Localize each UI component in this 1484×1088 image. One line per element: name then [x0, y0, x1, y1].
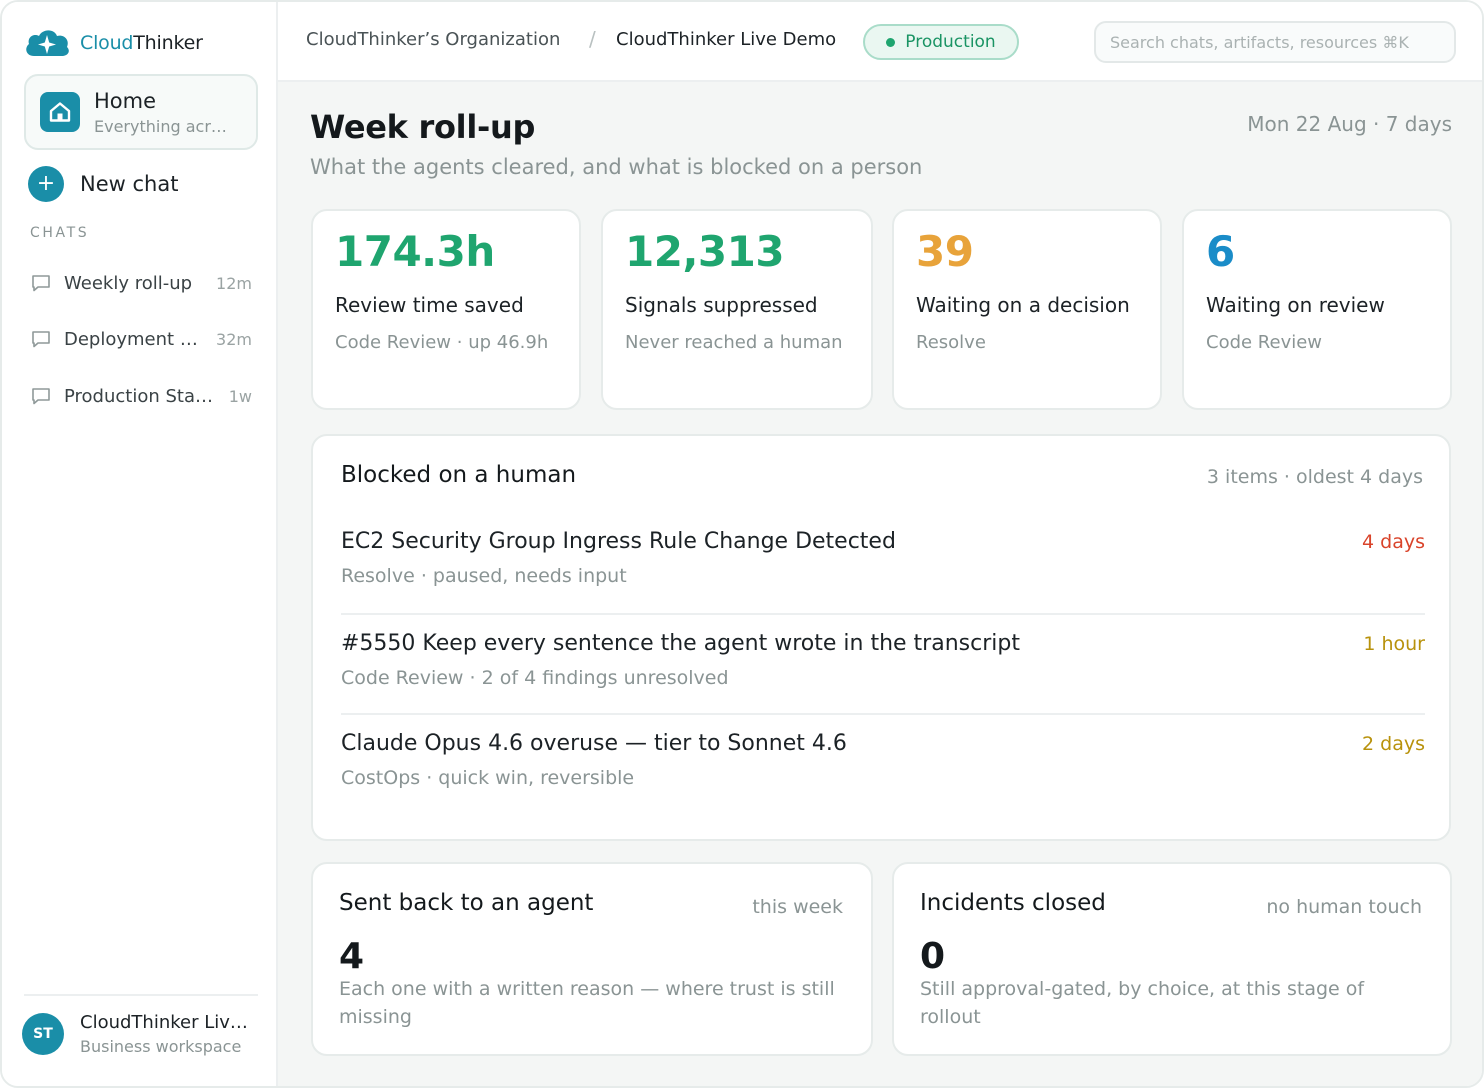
- blocked-item-sub: CostOps · quick win, reversible: [341, 767, 635, 789]
- chat-item-weekly-roll-up[interactable]: Weekly roll-up 12m: [30, 268, 252, 298]
- blocked-item-age: 2 days: [1362, 733, 1425, 755]
- sidebar-item-home[interactable]: Home Everything acr…: [24, 74, 258, 150]
- chats-heading: CHATS: [30, 225, 90, 241]
- home-icon: [40, 92, 80, 132]
- blocked-item-title: EC2 Security Group Ingress Rule Change D…: [341, 529, 896, 554]
- workspace-switcher[interactable]: ST CloudThinker Liv… Business workspace: [22, 1012, 256, 1056]
- environment-label: Production: [905, 32, 996, 52]
- stat-label: Signals suppressed: [625, 293, 818, 318]
- sent-back-description: Each one with a written reason — where t…: [339, 978, 835, 1028]
- stat-value: 12,313: [625, 227, 785, 276]
- blocked-item[interactable]: Claude Opus 4.6 overuse — tier to Sonnet…: [341, 731, 1425, 831]
- home-subtitle: Everything acr…: [94, 116, 227, 136]
- chat-item-label: Deployment …: [64, 328, 198, 350]
- incidents-title: Incidents closed: [920, 890, 1106, 916]
- blocked-item[interactable]: EC2 Security Group Ingress Rule Change D…: [341, 529, 1425, 629]
- blocked-item-sub: Resolve · paused, needs input: [341, 565, 627, 587]
- page-date-range: Mon 22 Aug · 7 days: [1247, 112, 1452, 136]
- sidebar: CloudThinker Home Everything acr… + New …: [2, 2, 278, 1086]
- blocked-on-human-card: Blocked on a human 3 items · oldest 4 da…: [311, 434, 1451, 841]
- chat-bubble-icon: [30, 328, 52, 350]
- main-content: Week roll-up Mon 22 Aug · 7 days What th…: [278, 82, 1482, 1086]
- blocked-item-sub: Code Review · 2 of 4 findings unresolved: [341, 667, 729, 689]
- stat-card-waiting-review[interactable]: 6 Waiting on review Code Review: [1182, 209, 1452, 410]
- environment-badge[interactable]: Production: [863, 24, 1019, 60]
- chat-item-label: Production Sta…: [64, 385, 214, 407]
- chat-item-production-status[interactable]: Production Sta… 1w: [30, 381, 252, 411]
- incidents-meta: no human touch: [1266, 896, 1422, 918]
- breadcrumb-organization[interactable]: CloudThinker’s Organization: [306, 29, 561, 50]
- sent-back-card[interactable]: Sent back to an agent this week 4 Each o…: [311, 862, 873, 1056]
- home-title: Home: [94, 88, 157, 113]
- chat-item-time: 1w: [228, 386, 252, 406]
- sent-back-title: Sent back to an agent: [339, 890, 594, 916]
- brand-logo[interactable]: CloudThinker: [22, 26, 203, 60]
- page-title: Week roll-up: [310, 108, 536, 146]
- chat-bubble-icon: [30, 385, 52, 407]
- stat-sub: Code Review · up 46.9h: [335, 332, 549, 354]
- sidebar-divider: [24, 994, 258, 996]
- blocked-item-title: #5550 Keep every sentence the agent wrot…: [341, 631, 1020, 656]
- blocked-item[interactable]: #5550 Keep every sentence the agent wrot…: [341, 631, 1425, 731]
- row-divider: [341, 613, 1425, 615]
- incidents-value: 0: [920, 936, 946, 977]
- row-divider: [341, 713, 1425, 715]
- status-dot-icon: [886, 37, 896, 47]
- incidents-description: Still approval-gated, by choice, at this…: [920, 978, 1365, 1028]
- breadcrumb-separator: /: [589, 27, 596, 51]
- stat-value: 6: [1206, 227, 1235, 276]
- chat-item-time: 32m: [216, 329, 252, 349]
- chat-item-label: Weekly roll-up: [64, 272, 193, 294]
- topbar: CloudThinker’s Organization / CloudThink…: [278, 2, 1482, 82]
- stat-label: Review time saved: [335, 293, 524, 318]
- blocked-item-title: Claude Opus 4.6 overuse — tier to Sonnet…: [341, 731, 847, 756]
- blocked-item-age: 1 hour: [1363, 633, 1425, 655]
- blocked-item-age: 4 days: [1362, 531, 1425, 553]
- incidents-closed-card[interactable]: Incidents closed no human touch 0 Still …: [892, 862, 1452, 1056]
- sent-back-meta: this week: [752, 896, 843, 918]
- new-chat-label: New chat: [80, 172, 179, 196]
- stat-value: 39: [916, 227, 974, 276]
- stat-card-signals-suppressed[interactable]: 12,313 Signals suppressed Never reached …: [601, 209, 873, 410]
- cloud-logo-icon: [22, 26, 72, 60]
- stat-sub: Never reached a human: [625, 332, 843, 354]
- workspace-type: Business workspace: [80, 1037, 242, 1056]
- plus-icon: +: [28, 166, 64, 202]
- sent-back-value: 4: [339, 936, 365, 977]
- page-subtitle: What the agents cleared, and what is blo…: [310, 155, 923, 179]
- brand-name: CloudThinker: [80, 32, 203, 54]
- search-input[interactable]: [1094, 21, 1456, 63]
- chat-item-time: 12m: [216, 273, 252, 293]
- blocked-title: Blocked on a human: [341, 462, 577, 488]
- stat-sub: Code Review: [1206, 332, 1323, 354]
- avatar: ST: [22, 1013, 64, 1055]
- new-chat-button[interactable]: + New chat: [28, 166, 178, 202]
- stat-value: 174.3h: [335, 227, 495, 276]
- stat-sub: Resolve: [916, 332, 986, 354]
- stat-label: Waiting on review: [1206, 293, 1385, 318]
- blocked-meta: 3 items · oldest 4 days: [1206, 466, 1423, 488]
- stat-card-waiting-decision[interactable]: 39 Waiting on a decision Resolve: [892, 209, 1162, 410]
- breadcrumb-project[interactable]: CloudThinker Live Demo: [616, 29, 837, 50]
- chat-bubble-icon: [30, 272, 52, 294]
- stat-label: Waiting on a decision: [916, 293, 1130, 318]
- stat-card-review-time[interactable]: 174.3h Review time saved Code Review · u…: [311, 209, 581, 410]
- workspace-name: CloudThinker Liv…: [80, 1012, 248, 1033]
- chat-item-deployment[interactable]: Deployment … 32m: [30, 324, 252, 354]
